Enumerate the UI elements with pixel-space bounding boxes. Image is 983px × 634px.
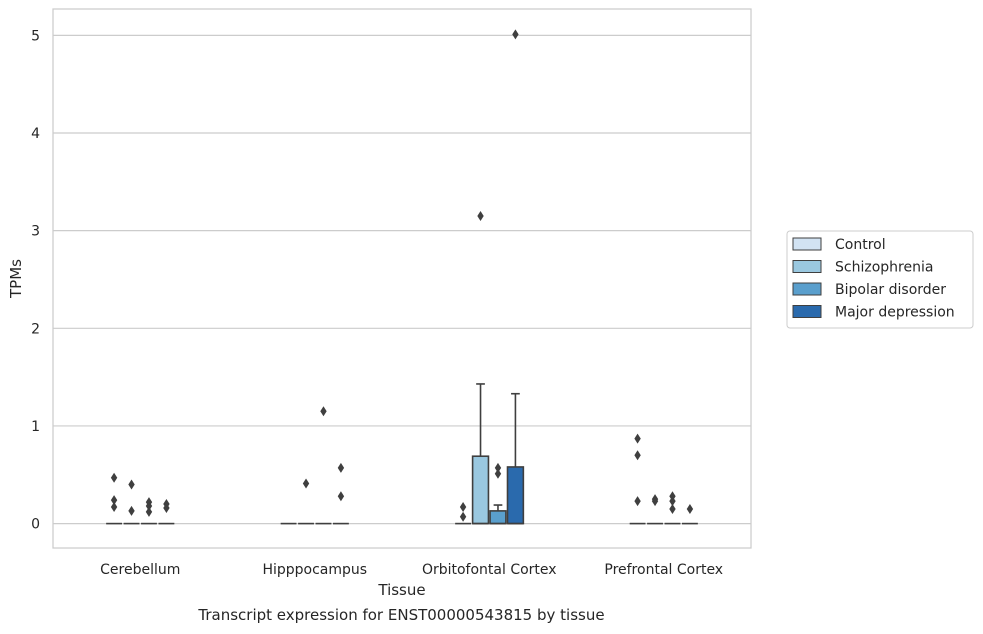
x-tick-label: Prefrontal Cortex [604, 562, 723, 578]
outlier-marker [163, 502, 170, 513]
outlier-marker [337, 462, 345, 473]
outlier-marker [128, 479, 135, 490]
x-tick-label: Cerebellum [100, 562, 180, 578]
y-tick-label: 5 [31, 28, 40, 44]
outlier-marker [686, 503, 694, 514]
outlier-marker [634, 496, 641, 507]
legend-label: Major depression [835, 305, 955, 321]
legend: Control Schizophrenia Bipolar disorder Majo… [786, 230, 974, 329]
y-tick-labels: 0 1 2 3 4 5 [31, 28, 40, 532]
legend-swatch [792, 282, 822, 296]
outlier-marker [128, 505, 135, 516]
legend-swatch [792, 260, 822, 273]
y-tick-label: 1 [31, 419, 40, 435]
y-tick-label: 3 [31, 224, 40, 240]
outlier-marker [634, 450, 641, 461]
outlier-marker [459, 511, 467, 522]
x-axis-title: Tissue [377, 581, 425, 599]
box [506, 466, 525, 525]
outlier-marker [634, 433, 641, 444]
y-tick-label: 2 [31, 321, 40, 337]
legend-label: Bipolar disorder [835, 282, 946, 298]
outlier-marker [494, 462, 502, 473]
outlier-marker [110, 495, 118, 506]
outlier-marker [110, 501, 118, 512]
legend-swatch [792, 305, 822, 318]
outlier-points [110, 29, 694, 522]
x-tick-labels: Cerebellum Hipppocampus Orbitofontal Corte… [100, 562, 723, 578]
outlier-marker [512, 29, 519, 40]
chart-caption: Transcript expression for ENST0000054381… [198, 606, 605, 624]
box [471, 455, 490, 525]
outlier-marker [145, 506, 153, 517]
boxes [106, 383, 698, 525]
outlier-marker [145, 501, 153, 512]
outlier-marker [110, 472, 118, 483]
legend-swatch [792, 237, 822, 251]
legend-label: Schizophrenia [835, 260, 933, 276]
outlier-marker [459, 501, 467, 512]
x-tick-label: Hipppocampus [262, 562, 367, 578]
x-tick-label: Orbitofontal Cortex [422, 562, 557, 578]
y-tick-label: 0 [31, 517, 40, 533]
outlier-marker [651, 496, 659, 507]
outlier-marker [302, 478, 310, 489]
grid-lines [53, 34, 751, 525]
y-tick-label: 4 [31, 126, 40, 142]
legend-label: Control [835, 237, 886, 253]
outlier-marker [477, 211, 484, 222]
outlier-marker [669, 503, 676, 514]
outlier-marker [494, 468, 502, 479]
plot-area-frame [52, 8, 752, 549]
y-axis-title: TPMs [7, 259, 25, 299]
outlier-marker [337, 491, 345, 502]
box [489, 510, 507, 525]
outlier-marker [669, 496, 676, 507]
legend-frame [786, 230, 974, 329]
outlier-marker [320, 406, 327, 417]
